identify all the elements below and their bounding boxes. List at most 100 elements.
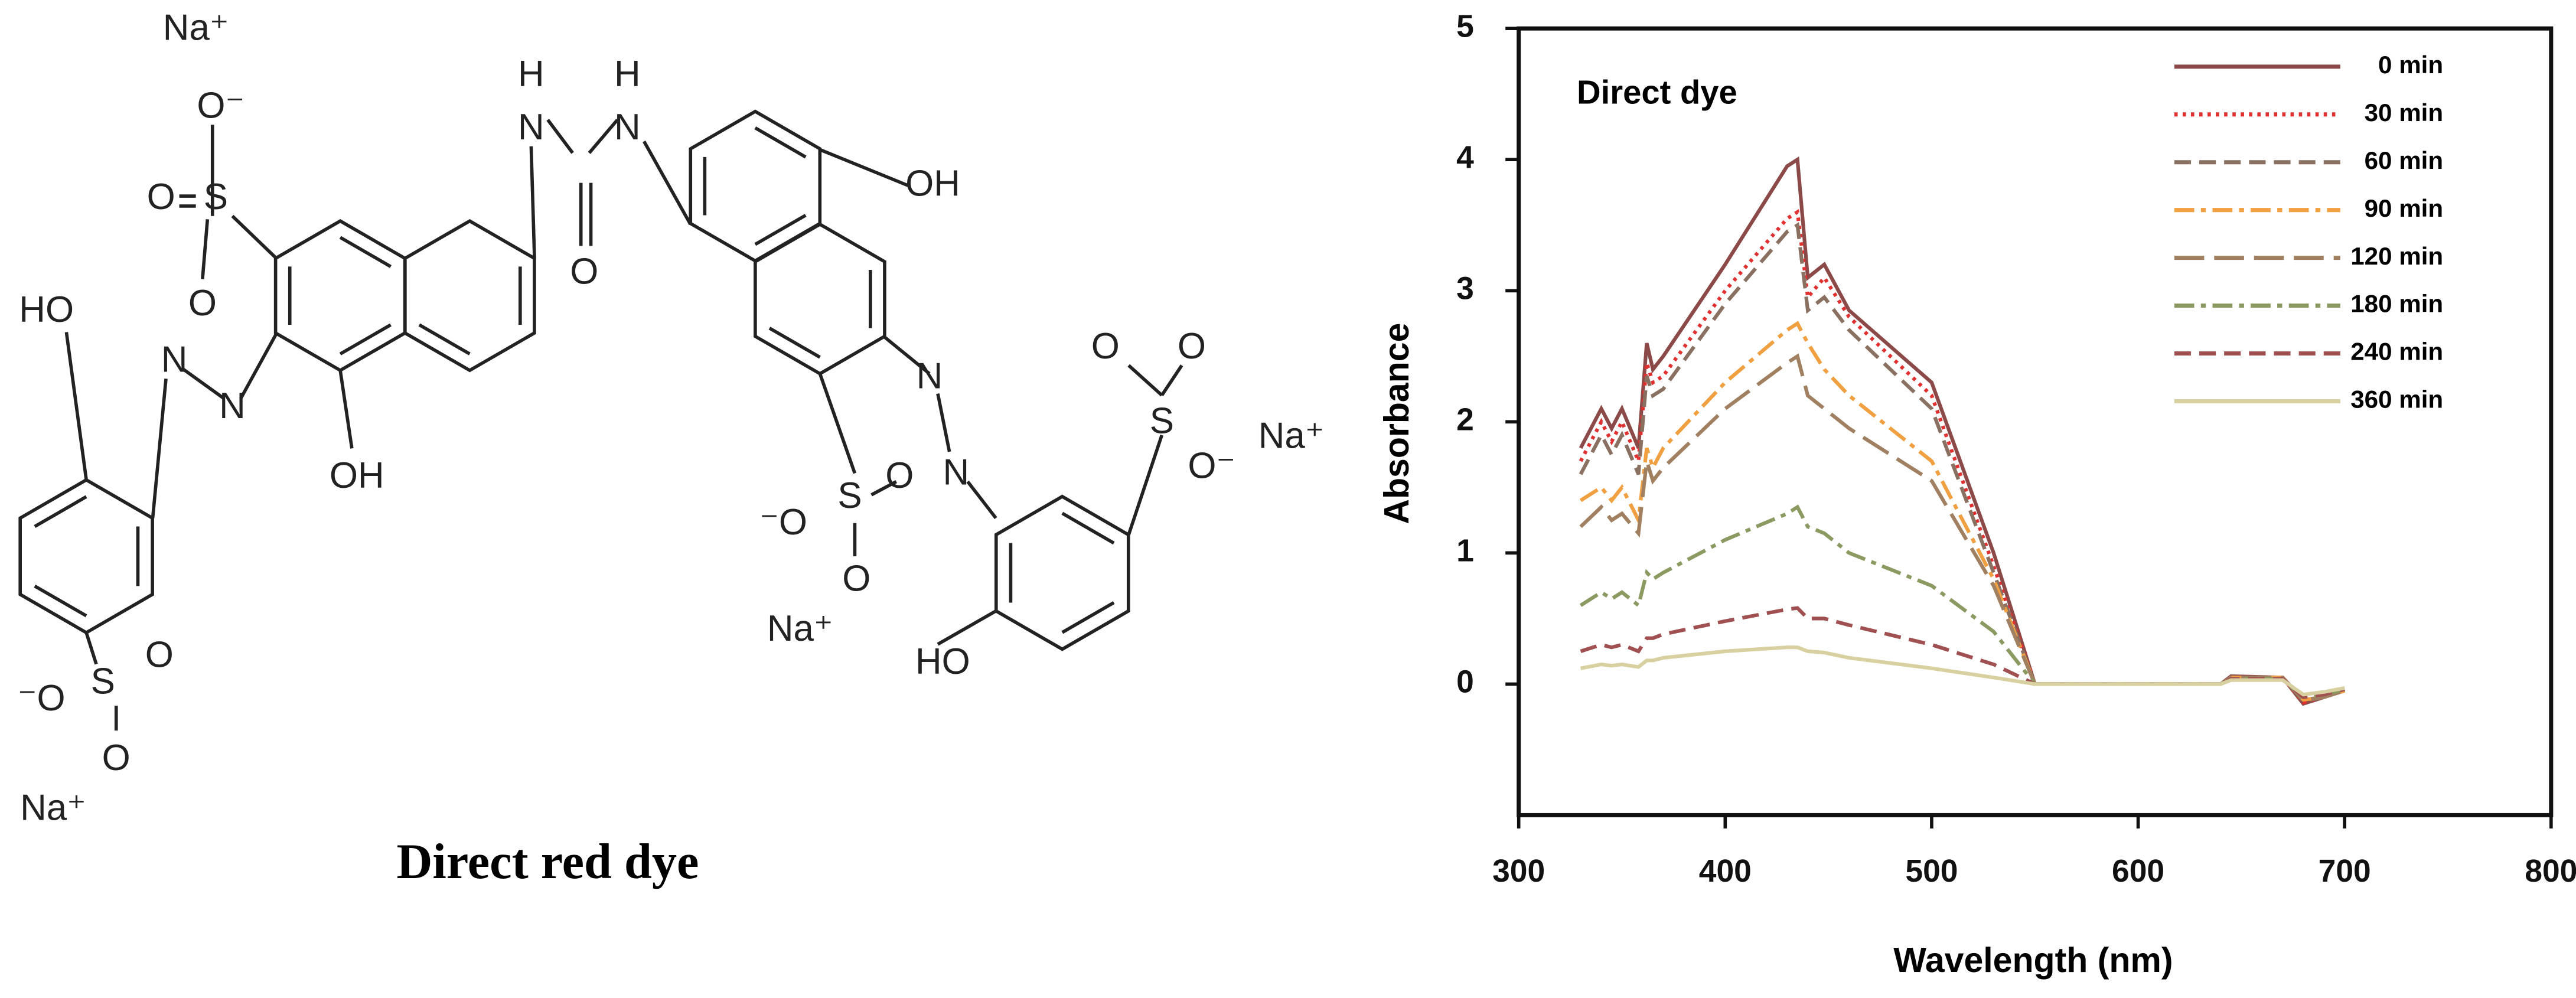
double-bond — [754, 214, 807, 246]
atom-label: N — [161, 339, 188, 380]
legend-label: 30 min — [2365, 99, 2444, 126]
x-tick-label: 400 — [1699, 854, 1752, 889]
bond — [529, 146, 536, 258]
series-line — [1579, 504, 2345, 699]
atom-label: Na⁺ — [767, 608, 833, 649]
double-bond — [1061, 511, 1115, 545]
ring — [689, 109, 822, 263]
atom-label: ⁻O — [759, 502, 807, 543]
ring — [403, 218, 536, 373]
atom-label: S — [837, 475, 862, 516]
legend-label: 360 min — [2350, 386, 2443, 413]
atom-label: S — [204, 177, 228, 217]
atom-label: OH — [330, 455, 384, 496]
x-axis-title: Wavelength (nm) — [1893, 941, 2173, 980]
series-line — [1579, 208, 2346, 705]
legend-label: 0 min — [2378, 51, 2443, 79]
atom-label: N — [614, 107, 641, 148]
y-tick-label: 0 — [1456, 664, 1474, 699]
atom-label: O — [1091, 326, 1120, 367]
atom-label: O — [145, 635, 174, 676]
series-line — [1580, 645, 2345, 697]
bond — [84, 632, 98, 665]
atom-label: O — [188, 283, 217, 324]
atom-label: H — [518, 54, 544, 94]
bond — [231, 214, 277, 259]
bond — [181, 367, 226, 400]
atom-label: O — [570, 251, 598, 292]
atom-label: O — [842, 558, 870, 599]
series-line — [1579, 156, 2346, 706]
double-bond — [768, 327, 821, 359]
x-tick-label: 300 — [1492, 854, 1545, 889]
atom-label: O — [1178, 326, 1206, 367]
atom-label: ⁻O — [18, 678, 66, 719]
legend-label: 240 min — [2350, 338, 2443, 366]
atom-label: N — [917, 356, 943, 397]
bond — [201, 219, 210, 279]
double-bond — [1061, 601, 1115, 634]
legend-label: 90 min — [2365, 194, 2444, 222]
bond — [937, 609, 997, 646]
atom-label: HO — [19, 289, 74, 330]
atom-label: O⁻ — [1188, 445, 1235, 486]
x-tick-label: 800 — [2525, 854, 2576, 889]
legend-label: 60 min — [2365, 146, 2444, 174]
atom-label: HO — [915, 641, 970, 682]
atom-label: O — [102, 738, 131, 778]
bond — [588, 118, 619, 154]
atom-label: S — [1150, 400, 1174, 441]
atom-label: N — [943, 452, 970, 493]
x-tick-label: 700 — [2319, 854, 2371, 889]
bond — [819, 148, 911, 188]
bond — [1127, 434, 1164, 536]
ring — [994, 494, 1130, 651]
series-line — [1579, 321, 2346, 702]
double-bond — [754, 126, 807, 159]
y-axis-title: Absorbance — [1377, 323, 1416, 524]
bond — [151, 378, 168, 518]
y-tick-label: 4 — [1456, 140, 1474, 175]
bond — [1160, 364, 1183, 396]
x-tick-label: 600 — [2112, 854, 2164, 889]
ring — [18, 478, 154, 635]
ring — [754, 222, 886, 376]
y-tick-label: 3 — [1456, 271, 1474, 306]
atom-label: O⁻ — [197, 85, 244, 126]
atom-label: Na⁺ — [163, 7, 229, 48]
series-line — [1579, 353, 2346, 702]
bond — [643, 140, 692, 226]
double-bond — [339, 323, 392, 356]
bond — [239, 331, 279, 400]
atom-label: N — [219, 386, 246, 426]
double-bond — [339, 236, 392, 268]
series-line — [1580, 606, 2345, 699]
bond — [64, 332, 88, 481]
atom-label: O — [885, 455, 914, 496]
annotation: Direct dye — [1577, 73, 1737, 110]
atom-label: H — [614, 54, 641, 94]
bond — [883, 335, 931, 375]
atom-label: Na⁺ — [20, 787, 86, 828]
bond — [818, 373, 857, 474]
atom-label: Na⁺ — [1258, 416, 1325, 456]
bond — [546, 119, 574, 154]
atom-label: OH — [905, 164, 960, 204]
bond — [966, 480, 997, 520]
ring — [273, 218, 407, 373]
bond — [1127, 364, 1163, 397]
bond — [870, 480, 898, 497]
double-bond — [34, 495, 87, 528]
y-tick-label: 2 — [1456, 402, 1474, 437]
bond — [338, 370, 354, 449]
double-bond — [418, 323, 471, 356]
legend-label: 120 min — [2350, 242, 2443, 270]
y-tick-label: 1 — [1456, 533, 1474, 568]
structure-title: Direct red dye — [397, 834, 699, 889]
x-tick-label: 500 — [1905, 854, 1958, 889]
bond — [936, 393, 951, 452]
atom-label: O — [147, 177, 175, 217]
y-tick-label: 5 — [1456, 9, 1474, 44]
